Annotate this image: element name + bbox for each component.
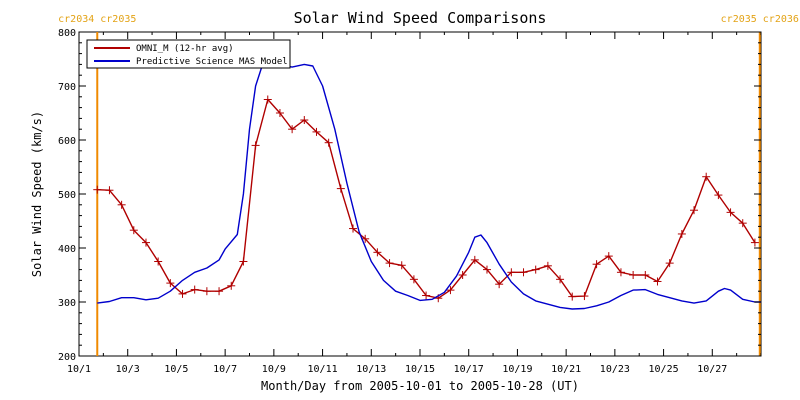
- carrington-label-before: cr2034: [58, 14, 94, 25]
- data-point-marker: [616, 268, 625, 277]
- legend: OMNI_M (12-hr avg) Predictive Science MA…: [86, 39, 291, 69]
- data-point-marker: [154, 257, 163, 266]
- data-point-marker: [385, 259, 394, 268]
- data-point-marker: [519, 268, 528, 277]
- data-point-marker: [105, 186, 114, 195]
- data-point-marker: [178, 289, 187, 298]
- carrington-label-after: cr2036: [763, 14, 799, 25]
- data-point-marker: [275, 109, 284, 117]
- series-line-mas: [97, 61, 761, 310]
- data-point-marker: [690, 206, 699, 215]
- data-point-marker: [373, 248, 382, 257]
- y-tick-label: 800: [58, 28, 76, 39]
- data-point-marker: [653, 277, 662, 286]
- data-point-marker: [629, 271, 638, 279]
- data-point-marker: [300, 116, 309, 125]
- x-axis: 10/1 10/3 10/5 10/7 10/9 10/11 10/13 10/15 10/17…: [67, 32, 762, 375]
- data-point-marker: [592, 260, 601, 269]
- data-point-marker: [604, 252, 613, 261]
- data-point-marker: [641, 271, 650, 279]
- data-point-marker: [568, 292, 577, 301]
- x-tick-label: 10/21: [551, 364, 581, 375]
- data-point-marker: [543, 261, 552, 270]
- data-point-marker: [458, 271, 467, 279]
- x-tick-label: 10/7: [213, 364, 237, 375]
- y-tick-label: 300: [58, 298, 76, 309]
- carrington-lines: [96, 32, 761, 356]
- data-point-marker: [336, 184, 345, 193]
- plot-area: [78, 31, 762, 357]
- data-point-marker: [422, 291, 431, 300]
- data-point-marker: [470, 255, 479, 264]
- x-axis-label: Month/Day from 2005-10-01 to 2005-10-28 …: [261, 379, 579, 393]
- chart-title: Solar Wind Speed Comparisons: [294, 9, 547, 27]
- data-point-marker: [227, 281, 236, 290]
- y-tick-label: 600: [58, 136, 76, 147]
- carrington-label-after: cr2035: [100, 14, 136, 25]
- data-point-marker: [750, 238, 759, 247]
- data-point-marker: [202, 287, 211, 296]
- data-point-marker: [251, 141, 260, 150]
- data-point-marker: [714, 191, 723, 200]
- carrington-labels: cr2034 cr2035 cr2035 cr2036: [58, 14, 799, 25]
- x-tick-label: 10/27: [697, 364, 727, 375]
- data-point-marker: [726, 208, 735, 217]
- data-point-marker: [166, 279, 175, 288]
- data-point-marker: [531, 265, 540, 274]
- plot-frame: [78, 31, 762, 357]
- y-axis: 200 300 400 500 600 700 800: [58, 28, 761, 363]
- data-point-marker: [495, 280, 504, 289]
- x-tick-label: 10/17: [454, 364, 484, 375]
- carrington-label-before: cr2035: [721, 14, 757, 25]
- series-line-omni: [97, 98, 756, 299]
- data-point-marker: [129, 226, 138, 235]
- legend-label-omni: OMNI_M (12-hr avg): [136, 44, 234, 54]
- data-point-marker: [397, 261, 406, 270]
- data-point-marker: [288, 125, 297, 134]
- x-tick-label: 10/13: [356, 364, 386, 375]
- y-tick-label: 200: [58, 352, 76, 363]
- data-point-marker: [190, 285, 199, 294]
- data-point-marker: [263, 95, 272, 104]
- x-tick-label: 10/19: [502, 364, 532, 375]
- x-tick-label: 10/5: [164, 364, 188, 375]
- data-point-marker: [482, 265, 491, 274]
- data-point-marker: [349, 224, 358, 233]
- data-point-marker: [117, 200, 126, 209]
- data-point-marker: [738, 219, 747, 228]
- data-point-marker: [93, 185, 102, 194]
- data-point-marker: [324, 138, 333, 147]
- data-point-marker: [215, 287, 224, 296]
- y-tick-label: 500: [58, 190, 76, 201]
- data-point-marker: [580, 292, 589, 301]
- data-point-marker: [665, 259, 674, 268]
- series-layer: [93, 61, 761, 310]
- legend-label-mas: Predictive Science MAS Model: [136, 57, 288, 67]
- x-tick-label: 10/25: [649, 364, 679, 375]
- data-point-marker: [312, 127, 321, 136]
- data-point-marker: [556, 275, 565, 284]
- x-tick-label: 10/3: [116, 364, 140, 375]
- y-tick-label: 700: [58, 82, 76, 93]
- data-point-marker: [677, 229, 686, 238]
- x-tick-label: 10/15: [405, 364, 435, 375]
- x-tick-label: 10/1: [67, 364, 91, 375]
- data-point-marker: [141, 238, 150, 247]
- data-point-marker: [446, 286, 455, 295]
- legend-box: [86, 39, 291, 69]
- x-tick-label: 10/23: [600, 364, 630, 375]
- y-tick-label: 400: [58, 244, 76, 255]
- data-point-marker: [507, 268, 516, 277]
- y-axis-label: Solar Wind Speed (km/s): [30, 111, 44, 277]
- x-tick-label: 10/11: [308, 364, 338, 375]
- data-point-marker: [702, 172, 711, 181]
- data-point-marker: [239, 257, 248, 266]
- x-tick-label: 10/9: [262, 364, 286, 375]
- data-point-marker: [409, 275, 418, 284]
